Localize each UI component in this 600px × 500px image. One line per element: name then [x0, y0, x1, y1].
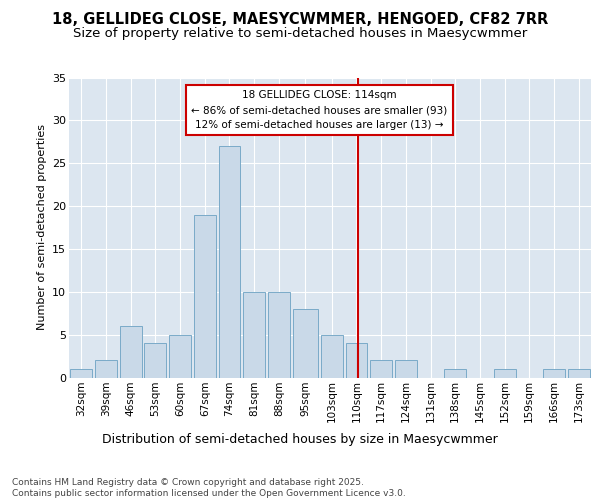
Bar — [395, 360, 417, 378]
Bar — [346, 343, 367, 378]
Bar — [120, 326, 142, 378]
Y-axis label: Number of semi-detached properties: Number of semi-detached properties — [37, 124, 47, 330]
Bar — [145, 343, 166, 378]
Bar — [494, 369, 515, 378]
Bar — [444, 369, 466, 378]
Bar — [95, 360, 117, 378]
Bar — [194, 214, 216, 378]
Bar — [70, 369, 92, 378]
Bar — [543, 369, 565, 378]
Bar — [218, 146, 241, 378]
Bar — [568, 369, 590, 378]
Bar — [268, 292, 290, 378]
Bar — [370, 360, 392, 378]
Text: Distribution of semi-detached houses by size in Maesycwmmer: Distribution of semi-detached houses by … — [102, 432, 498, 446]
Bar — [243, 292, 265, 378]
Bar — [321, 334, 343, 378]
Text: 18 GELLIDEG CLOSE: 114sqm
← 86% of semi-detached houses are smaller (93)
12% of : 18 GELLIDEG CLOSE: 114sqm ← 86% of semi-… — [191, 90, 448, 130]
Text: 18, GELLIDEG CLOSE, MAESYCWMMER, HENGOED, CF82 7RR: 18, GELLIDEG CLOSE, MAESYCWMMER, HENGOED… — [52, 12, 548, 28]
Text: Contains HM Land Registry data © Crown copyright and database right 2025.
Contai: Contains HM Land Registry data © Crown c… — [12, 478, 406, 498]
Bar — [293, 309, 318, 378]
Text: Size of property relative to semi-detached houses in Maesycwmmer: Size of property relative to semi-detach… — [73, 28, 527, 40]
Bar — [169, 334, 191, 378]
